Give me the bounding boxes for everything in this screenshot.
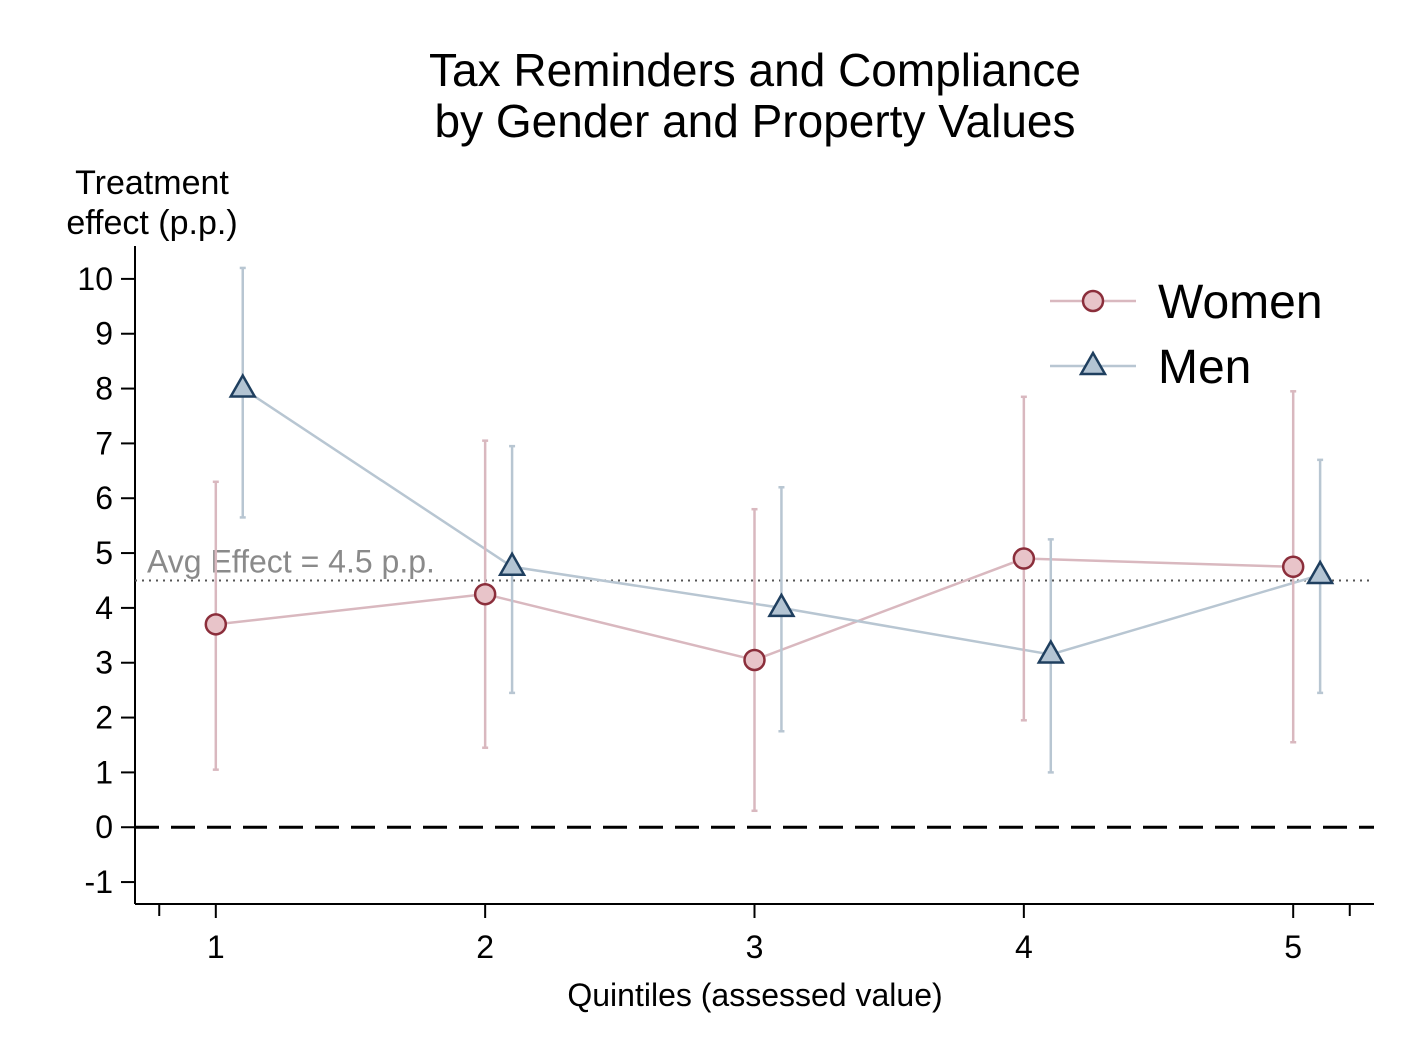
reference-lines: Avg Effect = 4.5 p.p. (135, 543, 1374, 829)
y-tick-label-6: 6 (95, 480, 113, 516)
women-marker-1 (204, 613, 228, 636)
legend-item-women: Women (1050, 276, 1323, 329)
y-tick-label-8: 8 (95, 371, 113, 407)
x-axis-label: Quintiles (assessed value) (567, 977, 942, 1013)
men-marker-1 (228, 373, 257, 398)
legend-marker-women (1081, 289, 1105, 313)
men-marker-2 (497, 551, 527, 577)
chart-title-line-1: Tax Reminders and Compliance (429, 44, 1081, 96)
legend-item-men: Men (1050, 341, 1251, 394)
y-axis-label-line-2: effect (p.p.) (66, 204, 237, 242)
y-axis-label-line-1: Treatment (75, 164, 229, 202)
x-axis-ticks: 1 2 3 4 5 (158, 904, 1351, 965)
women-marker-5 (1281, 555, 1305, 579)
y-tick-label-5: 5 (95, 535, 113, 571)
y-tick-label--1: -1 (85, 864, 113, 900)
x-tick-label-4: 4 (1015, 929, 1033, 965)
y-tick-label-2: 2 (95, 700, 113, 736)
legend: Women Men (1050, 276, 1323, 394)
chart-title-line-2: by Gender and Property Values (435, 95, 1076, 147)
x-tick-label-3: 3 (746, 929, 764, 965)
error-bars (212, 266, 1324, 813)
legend-label-women: Women (1158, 276, 1323, 329)
y-tick-label-10: 10 (77, 261, 113, 297)
women-marker-3 (743, 648, 766, 672)
x-tick-label-5: 5 (1284, 929, 1302, 965)
legend-label-men: Men (1158, 341, 1251, 394)
y-tick-label-3: 3 (95, 645, 113, 681)
men-marker-5 (1305, 559, 1335, 585)
avg-effect-label: Avg Effect = 4.5 p.p. (147, 543, 435, 579)
y-tick-label-4: 4 (95, 590, 113, 626)
women-marker-2 (473, 582, 497, 606)
x-tick-label-2: 2 (476, 929, 494, 965)
women-marker-4 (1012, 547, 1036, 570)
y-tick-label-1: 1 (95, 754, 113, 790)
series-lines (215, 387, 1321, 662)
men-marker-3 (767, 592, 796, 618)
y-tick-label-9: 9 (95, 316, 113, 352)
men-marker-4 (1036, 638, 1065, 664)
legend-marker-men (1078, 350, 1108, 376)
y-tick-label-0: 0 (95, 809, 113, 845)
x-tick-label-1: 1 (207, 929, 225, 965)
data-markers (204, 373, 1335, 672)
y-tick-label-7: 7 (95, 425, 113, 461)
